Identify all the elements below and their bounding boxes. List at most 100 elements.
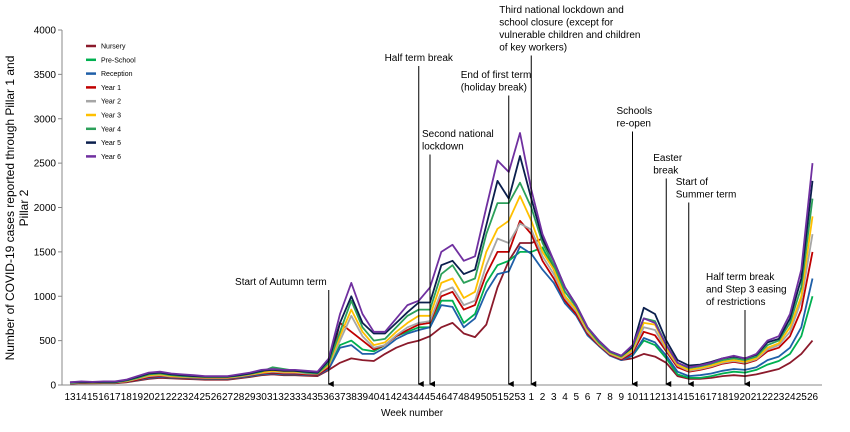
series-line xyxy=(69,132,814,384)
x-tick-label: 32 xyxy=(278,392,290,403)
x-tick-label: 25 xyxy=(796,392,808,403)
x-tick-label: 23 xyxy=(177,392,189,403)
legend-label: Pre-School xyxy=(101,57,136,64)
x-tick-label: 25 xyxy=(199,392,211,403)
y-tick-label: 2000 xyxy=(34,203,57,214)
x-tick-label: 26 xyxy=(807,392,819,403)
x-tick-label: 1 xyxy=(528,392,534,403)
annotation-text: Easter xyxy=(653,153,683,164)
x-tick-label: 27 xyxy=(222,392,234,403)
x-tick-label: 19 xyxy=(728,392,740,403)
annotation-text: Schools xyxy=(617,106,653,117)
x-tick-label: 9 xyxy=(618,392,624,403)
x-tick-label: 6 xyxy=(585,392,591,403)
annotation-text: lockdown xyxy=(422,142,464,153)
x-tick-label: 2 xyxy=(540,392,546,403)
x-tick-label: 51 xyxy=(492,392,504,403)
x-tick-label: 22 xyxy=(166,392,178,403)
annotation-text: Start of xyxy=(676,177,708,188)
annotation-text: and Step 3 easing xyxy=(706,285,787,296)
x-tick-label: 50 xyxy=(481,392,493,403)
x-tick-label: 17 xyxy=(706,392,718,403)
legend-label: Year 1 xyxy=(101,85,121,92)
x-tick-label: 38 xyxy=(346,392,358,403)
x-tick-label: 47 xyxy=(447,392,459,403)
x-tick-label: 14 xyxy=(672,392,684,403)
x-tick-label: 15 xyxy=(683,392,695,403)
x-tick-label: 12 xyxy=(649,392,661,403)
y-axis-label: Number of COVID-19 cases reported throug… xyxy=(3,56,31,361)
x-tick-label: 33 xyxy=(289,392,301,403)
y-tick-label: 2500 xyxy=(34,159,57,170)
x-tick-label: 21 xyxy=(751,392,763,403)
series-line xyxy=(69,195,814,384)
y-tick-label: 3500 xyxy=(34,70,57,81)
x-tick-label: 14 xyxy=(76,392,88,403)
y-tick-label: 1500 xyxy=(34,247,57,258)
x-tick-label: 41 xyxy=(379,392,391,403)
annotation-text: Summer term xyxy=(676,190,737,201)
x-tick-label: 37 xyxy=(334,392,346,403)
annotation-text: Second national xyxy=(422,129,494,140)
legend-label: Reception xyxy=(101,71,133,78)
y-tick-label: 1000 xyxy=(34,292,57,303)
x-tick-label: 18 xyxy=(717,392,729,403)
x-tick-label: 42 xyxy=(391,392,403,403)
x-tick-label: 26 xyxy=(211,392,223,403)
x-tick-label: 39 xyxy=(357,392,369,403)
x-tick-label: 15 xyxy=(87,392,99,403)
x-tick-label: 20 xyxy=(143,392,155,403)
x-tick-label: 29 xyxy=(244,392,256,403)
legend-label: Year 3 xyxy=(101,113,121,120)
x-tick-label: 16 xyxy=(694,392,706,403)
legend-label: Year 5 xyxy=(101,140,121,147)
x-tick-label: 48 xyxy=(458,392,470,403)
legend-label: Year 4 xyxy=(101,126,121,133)
annotation-text: Half term break xyxy=(706,272,775,283)
x-tick-label: 31 xyxy=(267,392,279,403)
x-tick-label: 7 xyxy=(596,392,602,403)
annotation-text: Start of Autumn term xyxy=(235,277,327,288)
x-tick-label: 3 xyxy=(551,392,557,403)
annotation-text: Third national lockdown and xyxy=(499,5,624,16)
x-tick-label: 8 xyxy=(607,392,613,403)
x-tick-label: 20 xyxy=(739,392,751,403)
x-tick-label: 28 xyxy=(233,392,245,403)
annotation-text: End of first term xyxy=(461,70,532,81)
x-tick-label: 43 xyxy=(402,392,414,403)
x-tick-label: 49 xyxy=(469,392,481,403)
annotation-text: Half term break xyxy=(385,53,454,64)
x-tick-label: 5 xyxy=(573,392,579,403)
x-axis-label: Week number xyxy=(381,408,444,419)
x-tick-label: 45 xyxy=(424,392,436,403)
x-tick-label: 46 xyxy=(436,392,448,403)
legend-label: Year 6 xyxy=(101,154,121,161)
y-tick-label: 3000 xyxy=(34,114,57,125)
x-tick-label: 44 xyxy=(413,392,425,403)
annotation-text: (holiday break) xyxy=(461,83,527,94)
annotation-text: of key workers) xyxy=(499,43,567,54)
y-axis-label-line: Pillar 2 xyxy=(17,189,31,226)
x-tick-label: 40 xyxy=(368,392,380,403)
x-tick-label: 24 xyxy=(784,392,796,403)
annotation-text: re-open xyxy=(617,119,651,130)
x-tick-label: 35 xyxy=(312,392,324,403)
annotation-text: vulnerable children and children xyxy=(499,30,640,41)
annotation-text: school closure (except for xyxy=(499,18,614,29)
x-tick-label: 23 xyxy=(773,392,785,403)
x-tick-label: 13 xyxy=(661,392,673,403)
y-tick-label: 4000 xyxy=(34,26,57,37)
x-tick-label: 4 xyxy=(562,392,568,403)
x-tick-label: 18 xyxy=(121,392,133,403)
x-tick-label: 16 xyxy=(98,392,110,403)
x-tick-label: 34 xyxy=(301,392,313,403)
x-tick-label: 53 xyxy=(514,392,526,403)
legend-label: Year 2 xyxy=(101,99,121,106)
x-tick-label: 11 xyxy=(639,392,650,403)
series-line xyxy=(69,222,814,385)
x-tick-label: 36 xyxy=(323,392,335,403)
x-tick-label: 17 xyxy=(109,392,121,403)
x-tick-label: 22 xyxy=(762,392,774,403)
y-tick-label: 500 xyxy=(39,336,56,347)
x-tick-label: 19 xyxy=(132,392,144,403)
